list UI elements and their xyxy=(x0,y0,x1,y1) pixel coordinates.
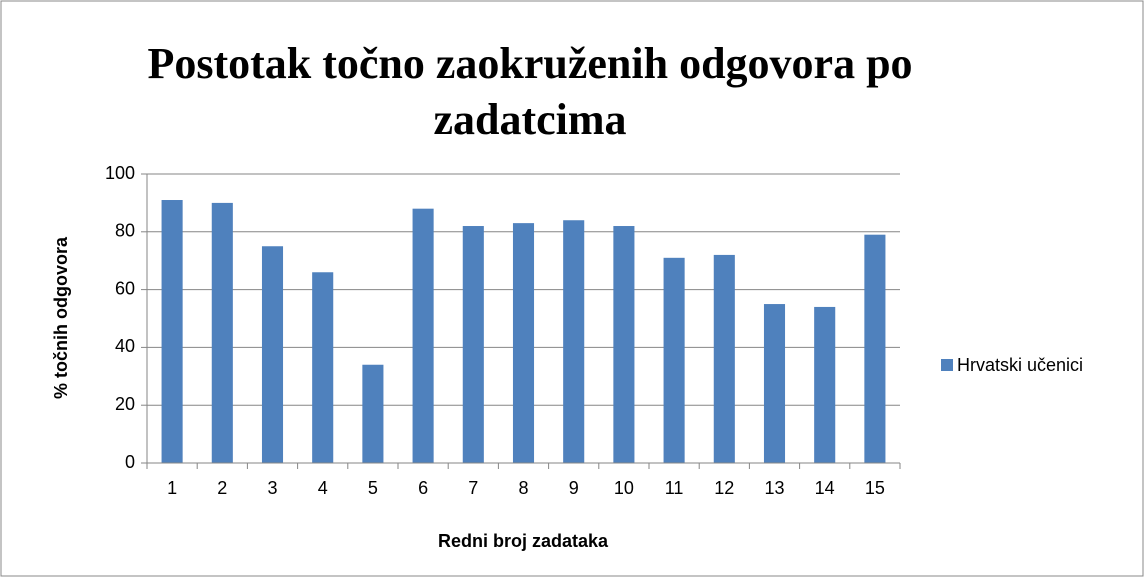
y-tick-label: 60 xyxy=(115,278,135,298)
x-tick-label: 3 xyxy=(267,478,277,498)
x-tick-label: 4 xyxy=(318,478,328,498)
bar xyxy=(814,306,836,463)
y-tick-label: 80 xyxy=(115,221,135,241)
bar xyxy=(412,208,434,463)
y-axis-label: % točnih odgovora xyxy=(51,236,71,399)
legend-label: Hrvatski učenici xyxy=(957,355,1083,375)
y-tick-label: 0 xyxy=(125,452,135,472)
bar xyxy=(261,246,284,463)
bar xyxy=(563,220,585,463)
x-tick-label: 6 xyxy=(418,478,428,498)
y-tick-label: 100 xyxy=(105,163,135,183)
bar xyxy=(613,226,635,463)
bar xyxy=(211,202,233,463)
x-tick-label: 1 xyxy=(167,478,177,498)
x-tick-label: 15 xyxy=(865,478,885,498)
bar xyxy=(161,200,183,463)
x-tick-label: 14 xyxy=(815,478,835,498)
x-tick-label: 8 xyxy=(518,478,528,498)
chart-title: Postotak točno zaokruženih odgovora po z… xyxy=(147,39,913,144)
y-tick-label: 20 xyxy=(115,394,135,414)
x-tick-label: 5 xyxy=(368,478,378,498)
x-tick-label: 11 xyxy=(665,478,684,498)
bar xyxy=(462,226,484,463)
legend-swatch xyxy=(941,359,953,371)
y-tick-label: 40 xyxy=(115,336,135,356)
bar xyxy=(713,254,735,463)
x-tick-label: 12 xyxy=(714,478,734,498)
bar xyxy=(763,304,786,463)
bar xyxy=(312,272,334,463)
x-tick-label: 13 xyxy=(764,478,784,498)
x-tick-label: 2 xyxy=(217,478,227,498)
x-axis-label: Redni broj zadataka xyxy=(438,531,609,551)
bar xyxy=(663,257,685,463)
x-tick-label: 10 xyxy=(614,478,634,498)
bar xyxy=(864,234,886,463)
x-tick-label: 7 xyxy=(468,478,478,498)
x-tick-label: 9 xyxy=(569,478,579,498)
bar xyxy=(362,364,384,463)
bar xyxy=(512,223,535,463)
